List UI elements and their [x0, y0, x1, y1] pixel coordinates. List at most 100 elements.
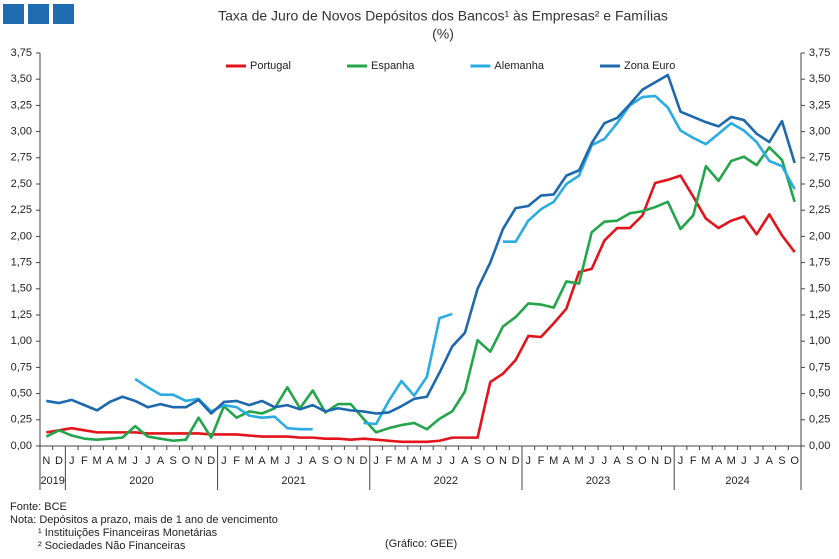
x-tick-label: N [651, 455, 659, 467]
y-tick-label: 3,00 [11, 126, 32, 138]
y-tick-label: 1,75 [11, 257, 32, 269]
x-tick-label: O [638, 455, 647, 467]
series-line [45, 146, 796, 443]
x-tick-label: F [538, 455, 545, 467]
note: Nota: Depósitos a prazo, mais de 1 ano d… [10, 514, 278, 526]
x-tick-label: D [55, 455, 63, 467]
series-line [46, 174, 796, 444]
logo-square [3, 4, 24, 24]
credit: (Gráfico: GEE) [385, 538, 457, 550]
source: Fonte: BCE [10, 501, 67, 513]
year-label: 2020 [129, 475, 153, 487]
y2-tick-label: 2,50 [809, 178, 830, 190]
x-tick-label: S [778, 455, 785, 467]
x-tick-label: S [322, 455, 329, 467]
y2-tick-label: 1,00 [809, 335, 830, 347]
x-tick-label: O [486, 455, 495, 467]
x-tick-label: M [422, 455, 431, 467]
y2-tick-label: 2,25 [809, 204, 830, 216]
y-tick-label: 2,50 [11, 178, 32, 190]
year-label: 2021 [281, 475, 305, 487]
y-tick-label: 1,25 [11, 309, 32, 321]
legend-label: Zona Euro [624, 60, 675, 72]
y-tick-label: 0,25 [11, 414, 32, 426]
x-tick-label: M [92, 455, 101, 467]
x-tick-label: S [626, 455, 633, 467]
x-tick-label: J [221, 455, 227, 467]
x-tick-label: J [589, 455, 595, 467]
year-label: 2024 [725, 475, 749, 487]
x-tick-label: A [461, 455, 469, 467]
y2-tick-label: 3,50 [809, 73, 830, 85]
x-tick-label: A [157, 455, 165, 467]
series-line [46, 73, 796, 415]
logo-square [53, 4, 74, 24]
y-tick-label: 2,75 [11, 152, 32, 164]
y2-tick-label: 0,75 [809, 361, 830, 373]
x-tick-label: J [373, 455, 379, 467]
x-tick-label: J [145, 455, 151, 467]
legend-label: Espanha [371, 60, 415, 72]
x-tick-label: F [81, 455, 88, 467]
y2-tick-label: 1,50 [809, 283, 830, 295]
x-tick-label: F [690, 455, 697, 467]
x-tick-label: N [347, 455, 355, 467]
y2-tick-label: 1,75 [809, 257, 830, 269]
logo-square [28, 4, 49, 24]
x-tick-label: D [664, 455, 672, 467]
y2-tick-label: 3,75 [809, 47, 830, 59]
x-tick-label: A [309, 455, 317, 467]
y2-tick-label: 2,75 [809, 152, 830, 164]
x-tick-label: J [602, 455, 608, 467]
y-tick-label: 3,25 [11, 99, 32, 111]
x-tick-label: M [727, 455, 736, 467]
year-label: 2023 [586, 475, 610, 487]
y-tick-label: 3,75 [11, 47, 32, 59]
x-tick-label: M [701, 455, 710, 467]
y-tick-label: 0,50 [11, 388, 32, 400]
x-tick-label: J [449, 455, 455, 467]
x-tick-label: M [574, 455, 583, 467]
x-tick-label: O [334, 455, 343, 467]
x-tick-label: A [106, 455, 114, 467]
x-tick-label: J [297, 455, 303, 467]
y2-tick-label: 2,00 [809, 230, 830, 242]
x-tick-label: M [245, 455, 254, 467]
series-line [134, 94, 796, 431]
x-tick-label: J [132, 455, 138, 467]
x-tick-label: M [270, 455, 279, 467]
x-tick-label: N [499, 455, 507, 467]
legend-label: Portugal [250, 60, 291, 72]
x-tick-label: A [563, 455, 571, 467]
x-tick-label: O [790, 455, 799, 467]
x-tick-label: S [170, 455, 177, 467]
x-tick-label: D [359, 455, 367, 467]
x-tick-label: D [207, 455, 215, 467]
y-tick-label: 0,75 [11, 361, 32, 373]
y2-tick-label: 0,25 [809, 414, 830, 426]
x-tick-label: F [385, 455, 392, 467]
x-tick-label: M [118, 455, 127, 467]
chart-subtitle: (%) [432, 26, 454, 42]
x-tick-label: A [766, 455, 774, 467]
x-tick-label: J [526, 455, 532, 467]
x-tick-label: J [437, 455, 443, 467]
chart-title: Taxa de Juro de Novos Depósitos dos Banc… [218, 8, 668, 24]
x-tick-label: A [258, 455, 266, 467]
x-tick-label: J [285, 455, 291, 467]
x-tick-label: M [549, 455, 558, 467]
y-tick-label: 1,50 [11, 283, 32, 295]
x-tick-label: O [182, 455, 191, 467]
y2-tick-label: 1,25 [809, 309, 830, 321]
x-tick-label: N [42, 455, 50, 467]
y2-tick-label: 0,00 [809, 440, 830, 452]
y-tick-label: 3,50 [11, 73, 32, 85]
footnote: ² Sociedades Não Financeiras [38, 540, 186, 552]
x-tick-label: M [397, 455, 406, 467]
x-tick-label: A [715, 455, 723, 467]
footnote: ¹ Instituições Financeiras Monetárias [38, 527, 218, 539]
x-tick-label: D [512, 455, 520, 467]
y-tick-label: 0,00 [11, 440, 32, 452]
year-label: 2022 [434, 475, 458, 487]
y2-tick-label: 0,50 [809, 388, 830, 400]
